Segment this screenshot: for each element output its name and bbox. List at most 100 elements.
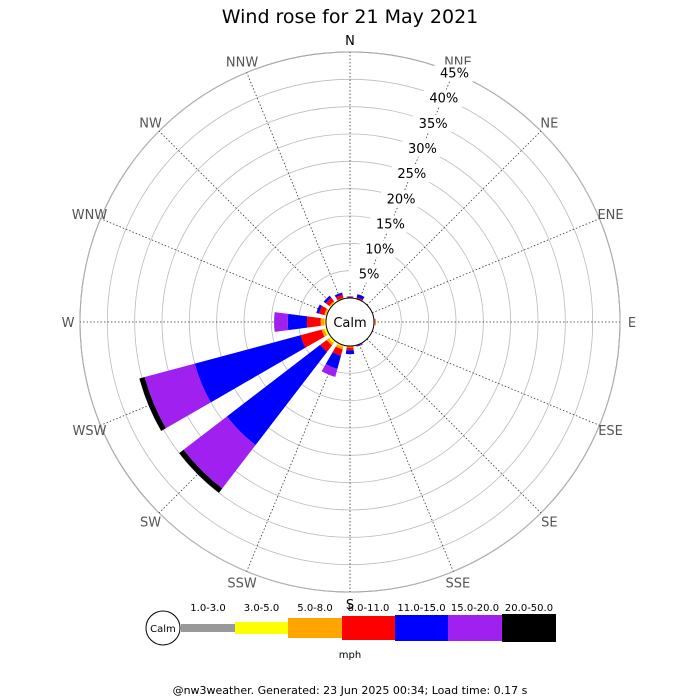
direction-label-ssw: SSW [227, 577, 257, 592]
wedge-ssw-4 [325, 352, 341, 369]
wedge-n-3 [346, 296, 354, 298]
wedge-wnw-3 [318, 305, 327, 316]
direction-label-se: SE [541, 515, 557, 530]
radial-tick-label: 45% [440, 66, 469, 81]
direction-label-nnw: NNW [226, 55, 258, 70]
wedge-n-4 [346, 296, 354, 298]
legend-bin-label: 1.0-3.0 [190, 603, 225, 614]
grid-spoke [372, 218, 600, 314]
wedge-e-3 [374, 318, 376, 326]
direction-label-sse: SSE [446, 577, 471, 592]
wedge-nnw-4 [334, 292, 343, 298]
grid-spoke [246, 344, 342, 572]
radial-tick-label: 40% [429, 92, 458, 107]
tick-label-bg [349, 265, 390, 283]
legend-swatch-4 [395, 615, 448, 641]
grid-ring [134, 106, 566, 538]
legend-unit-label: mph [339, 650, 361, 661]
wedge-wsw-3 [300, 329, 325, 348]
legend-calm-circle [145, 610, 181, 646]
wedge-wsw-5 [144, 363, 211, 429]
direction-label-sw: SW [140, 515, 161, 530]
grid-spoke [366, 130, 542, 306]
grid-ring [270, 242, 430, 402]
tick-label-bg [423, 89, 464, 107]
legend-calm-label: Calm [150, 624, 176, 635]
wedge-sse-4 [356, 343, 363, 347]
grid-spoke [158, 130, 334, 306]
wedge-s-4 [345, 350, 355, 355]
wedge-nnw-3 [335, 294, 344, 301]
legend-swatch-3 [342, 616, 395, 640]
direction-label-wsw: WSW [72, 424, 106, 439]
tick-label-bg [359, 240, 400, 258]
wedge-nw-2 [329, 301, 335, 307]
legend-bin-label: 3.0-5.0 [244, 603, 279, 614]
legend-swatch-0 [181, 624, 235, 632]
direction-label-s: S [346, 598, 354, 613]
wedge-w-3 [306, 316, 321, 328]
legend-bin-label: 20.0-50.0 [505, 603, 553, 614]
wedge-nne-4 [356, 294, 365, 300]
direction-label-e: E [628, 316, 636, 331]
direction-label-wnw: WNW [72, 208, 108, 223]
wedge-ssw-2 [335, 344, 344, 350]
tick-label-bg [381, 190, 422, 208]
radial-tick-label: 35% [419, 117, 448, 132]
wedge-w-5 [274, 312, 289, 332]
wedge-sw-6 [179, 449, 223, 493]
footer-text: @nw3weather. Generated: 23 Jun 2025 00:3… [172, 684, 528, 697]
wedge-wsw-2 [321, 328, 327, 337]
wedge-ssw-5 [321, 364, 338, 377]
wedge-w-2 [320, 318, 325, 326]
direction-label-ene: ENE [597, 208, 623, 223]
wedge-w-4 [287, 313, 308, 331]
wedge-wnw-2 [324, 308, 329, 316]
grid-ring [161, 133, 539, 511]
radial-tick-label: 5% [359, 268, 380, 283]
wedge-s-3 [346, 347, 354, 351]
legend-swatch-6 [502, 614, 556, 642]
chart-title: Wind rose for 21 May 2021 [221, 6, 479, 28]
tick-label-bg [413, 114, 454, 132]
grid-spoke [366, 338, 542, 514]
tick-label-bg [391, 165, 432, 183]
tick-label-bg [434, 64, 475, 82]
wedge-sw-2 [326, 338, 334, 346]
wedge-sw-4 [226, 344, 328, 446]
wedge-nw-3 [325, 297, 335, 307]
radial-tick-label: 15% [376, 217, 405, 232]
grid-spoke [358, 344, 454, 572]
radial-tick-label: 20% [387, 192, 416, 207]
legend-swatch-1 [235, 622, 288, 634]
wedge-nw-4 [323, 295, 332, 304]
grid-spoke [246, 72, 342, 300]
direction-label-ese: ESE [598, 424, 623, 439]
grid-spoke [100, 218, 328, 314]
tick-label-bg [402, 139, 443, 157]
radial-tick-label: 30% [408, 142, 437, 157]
grid-spoke [358, 72, 454, 300]
wedge-wsw-4 [194, 335, 306, 403]
direction-label-w: W [62, 316, 75, 331]
calm-label: Calm [333, 316, 366, 331]
tick-label-bg [370, 215, 411, 233]
direction-label-ne: NE [540, 117, 558, 132]
wedge-nne-3 [356, 297, 363, 301]
wedge-sw-1 [328, 336, 336, 344]
wedge-ssw-3 [332, 346, 343, 356]
legend-bin-label: 8.0-11.0 [348, 603, 390, 614]
direction-label-nw: NW [139, 117, 162, 132]
wedge-sw-3 [320, 339, 333, 352]
radial-tick-label: 25% [397, 167, 426, 182]
radial-tick-label: 10% [365, 243, 394, 258]
wedge-wsw-1 [324, 328, 330, 336]
legend-bin-label: 5.0-8.0 [297, 603, 332, 614]
wedge-sw-5 [183, 416, 256, 489]
direction-label-n: N [345, 34, 355, 49]
grid-ring [106, 78, 594, 566]
wedge-wnw-4 [316, 304, 323, 314]
legend-bin-label: 11.0-15.0 [397, 603, 445, 614]
